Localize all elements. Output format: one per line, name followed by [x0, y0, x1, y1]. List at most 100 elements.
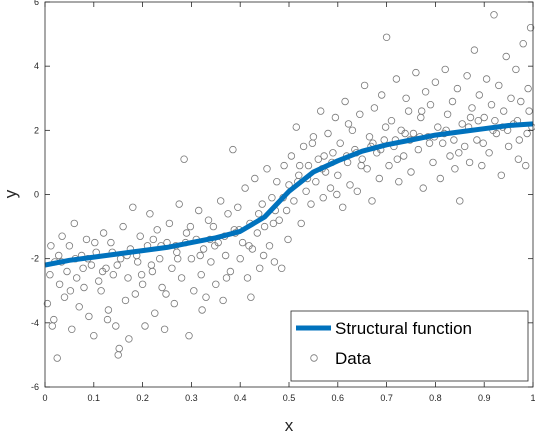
data-point [333, 190, 341, 199]
data-point [98, 267, 107, 276]
data-point [72, 274, 81, 282]
y-tick-label: 6 [34, 0, 39, 7]
data-point [253, 229, 261, 237]
data-point [495, 81, 503, 90]
data-point [297, 219, 305, 228]
data-point [478, 161, 486, 170]
x-tick-label: 0 [42, 393, 47, 403]
data-point [455, 149, 463, 157]
data-point [319, 193, 327, 202]
data-point [491, 116, 499, 125]
data-point [412, 68, 420, 77]
data-point [524, 84, 532, 93]
data-point [234, 203, 242, 211]
data-point [136, 232, 144, 240]
data-point [296, 161, 304, 170]
data-point [479, 139, 487, 147]
data-point [119, 222, 127, 231]
data-point [243, 274, 252, 282]
data-point [170, 299, 178, 308]
data-point [429, 158, 437, 167]
data-point [87, 261, 96, 269]
data-point [282, 206, 291, 215]
x-axis-label: x [285, 416, 294, 435]
data-point [104, 306, 113, 314]
data-point [107, 238, 115, 247]
data-point [402, 94, 410, 102]
data-point [519, 40, 527, 48]
data-point [523, 129, 531, 138]
data-point [474, 116, 482, 125]
data-point [256, 264, 264, 272]
data-point [346, 181, 354, 189]
data-point [339, 203, 347, 211]
data-point [419, 184, 427, 192]
data-point [278, 264, 286, 272]
data-point [487, 100, 496, 109]
x-tick-label: 0.3 [185, 393, 198, 403]
data-point [53, 354, 61, 362]
data-point [421, 88, 430, 96]
x-tick-label: 0.1 [88, 393, 101, 403]
data-point [378, 91, 386, 99]
data-point [368, 197, 376, 205]
data-point [314, 155, 322, 163]
data-point [221, 251, 230, 260]
data-point [465, 158, 474, 167]
data-point [137, 271, 146, 279]
data-point [490, 11, 498, 19]
data-point [526, 24, 535, 32]
data-point [308, 139, 317, 147]
data-point [363, 165, 371, 173]
data-point [241, 184, 249, 192]
data-point [175, 200, 183, 208]
data-point [82, 235, 91, 244]
data-point [182, 229, 191, 237]
data-point [273, 177, 281, 186]
data-point [199, 245, 208, 253]
tick-layer: 0 0.1 0.2 0.3 0.4 0.5 0.6 0.7 0.8 0.9 1 -6 -4 -2 0 2 4 6 [31, 0, 535, 403]
data-point [451, 165, 459, 173]
data-point [165, 219, 174, 228]
x-tick-label: 0.2 [136, 393, 149, 403]
data-point [197, 271, 205, 279]
x-tick-label: 0.6 [332, 393, 345, 403]
data-point [434, 123, 442, 131]
data-point [115, 344, 123, 353]
data-point [381, 123, 390, 131]
data-point [180, 155, 188, 163]
data-point [75, 303, 83, 311]
x-tick-label: 0.4 [234, 393, 247, 403]
data-point [517, 97, 525, 106]
structural-function-line [44, 121, 534, 268]
data-point [356, 110, 364, 118]
data-point [151, 309, 159, 317]
data-point [502, 52, 510, 61]
data-point [418, 107, 426, 115]
data-point [334, 171, 342, 179]
data-point [216, 197, 225, 205]
data-point [522, 161, 530, 170]
data-point [331, 113, 340, 122]
data-point [211, 242, 219, 250]
line-layer [44, 121, 534, 268]
data-point [94, 277, 103, 285]
data-point [292, 123, 300, 131]
y-tick-label: 4 [34, 61, 39, 71]
data-point [58, 232, 66, 240]
data-point [113, 261, 121, 269]
data-point [236, 255, 244, 263]
data-point [480, 113, 488, 122]
data-point [260, 222, 269, 231]
data-point [426, 100, 435, 109]
data-point [375, 174, 383, 183]
data-point [348, 126, 357, 134]
x-tick-label: 0.9 [478, 393, 491, 403]
data-point [485, 149, 493, 157]
x-tick-label: 1 [530, 393, 535, 403]
data-point [219, 296, 227, 305]
data-point [146, 210, 154, 218]
data-point [173, 255, 182, 263]
data-point [124, 274, 132, 282]
data-point [275, 216, 283, 224]
